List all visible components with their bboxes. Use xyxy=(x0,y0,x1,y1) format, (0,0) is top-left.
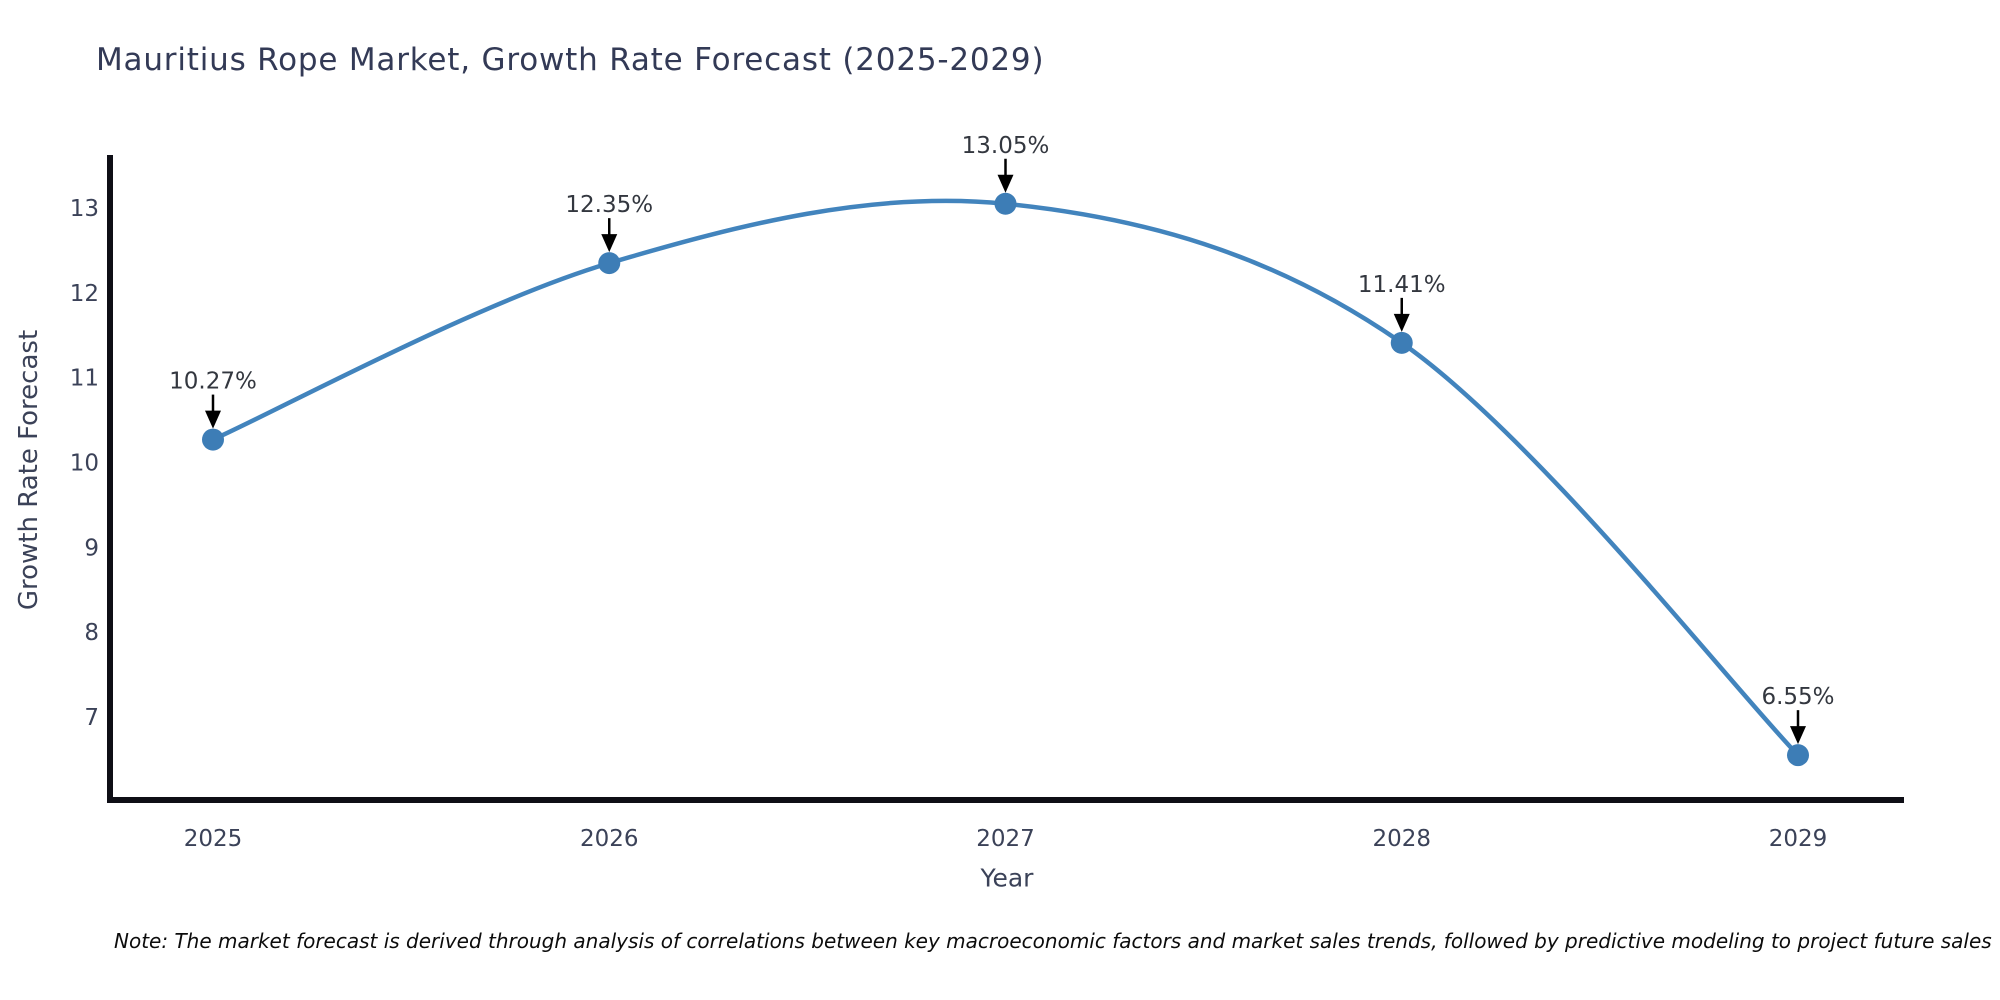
trend-line xyxy=(210,198,1801,758)
x-tick-label-2029: 2029 xyxy=(1769,826,1828,852)
y-tick-label-8: 8 xyxy=(84,620,99,646)
x-tick-label-2028: 2028 xyxy=(1372,826,1431,852)
y-axis-title: Growth Rate Forecast xyxy=(14,329,44,611)
x-axis-title: Year xyxy=(980,863,1034,893)
data-point-2025[interactable] xyxy=(202,428,224,451)
x-tick-label-2026: 2026 xyxy=(580,826,639,852)
data-point-2029[interactable] xyxy=(1787,744,1809,767)
y-tick-label-10: 10 xyxy=(70,450,99,476)
y-tick-label-13: 13 xyxy=(70,196,99,222)
data-point-2028[interactable] xyxy=(1390,331,1413,354)
annotation-label-2029: 6.55% xyxy=(1761,684,1834,710)
annotation-label-2025: 10.27% xyxy=(169,369,257,395)
y-tick-label-7: 7 xyxy=(84,705,99,731)
annotation-arrowhead-2029 xyxy=(1790,726,1806,745)
annotation-label-2028: 11.41% xyxy=(1358,272,1446,298)
chart-title: Mauritius Rope Market, Growth Rate Forec… xyxy=(96,42,1045,78)
data-point-2027[interactable] xyxy=(994,192,1017,215)
x-axis-line xyxy=(107,797,1904,803)
annotation-label-2027: 13.05% xyxy=(962,133,1050,159)
footnote: Note: The market forecast is derived thr… xyxy=(114,929,1992,953)
y-axis-line xyxy=(107,155,113,803)
annotation-label-2026: 12.35% xyxy=(565,192,653,218)
annotation-arrowhead-2028 xyxy=(1393,313,1410,332)
x-tick-label-2027: 2027 xyxy=(976,826,1035,852)
annotation-arrowhead-2026 xyxy=(601,234,618,253)
y-tick-label-11: 11 xyxy=(70,366,99,392)
annotation-arrowhead-2025 xyxy=(205,410,221,429)
data-point-2026[interactable] xyxy=(598,252,621,275)
y-tick-label-12: 12 xyxy=(70,281,99,307)
y-tick-label-9: 9 xyxy=(84,535,99,561)
x-tick-label-2025: 2025 xyxy=(184,826,243,852)
annotation-arrowhead-2027 xyxy=(997,174,1014,193)
